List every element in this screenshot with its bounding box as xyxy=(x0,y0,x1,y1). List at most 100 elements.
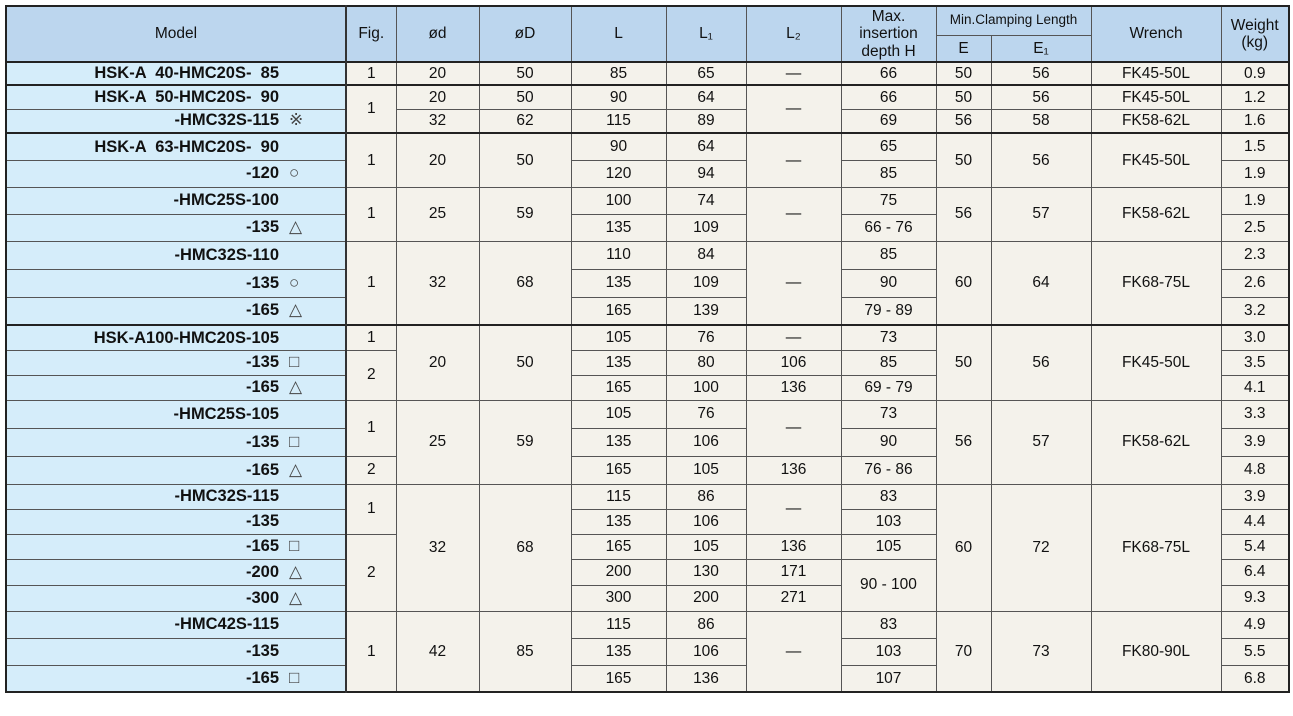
value-cell: 32 xyxy=(395,483,480,612)
value-cell: 59 xyxy=(478,399,572,485)
model-name: -165 xyxy=(245,668,279,687)
model-name: -135 xyxy=(245,218,279,237)
value-cell: 135 xyxy=(570,637,667,666)
value-cell: 76 - 86 xyxy=(840,455,937,485)
model-cell: -165 △ xyxy=(5,374,347,401)
value-cell: 56 xyxy=(990,132,1092,188)
table-row: HSK-A 50-HMC20S- 90 1 20 50 90 64—66 50 56 FK45-… xyxy=(5,84,1290,134)
value-cell: 59 xyxy=(478,186,572,242)
value-cell: 25 xyxy=(395,399,480,485)
value-cell: 103 xyxy=(840,637,937,666)
value-cell: 136 xyxy=(745,455,842,485)
model-name: HSK-A 40-HMC20S- 85 xyxy=(94,64,279,83)
model-cell: -HMC32S-115 xyxy=(5,483,347,510)
value-cell: 3.2 xyxy=(1220,296,1290,326)
model-name: -200 xyxy=(245,562,279,581)
value-cell: 32 xyxy=(395,240,480,326)
model-name: -HMC32S-115 xyxy=(174,111,279,130)
value-cell: 165 xyxy=(570,374,667,401)
value-cell: — xyxy=(745,324,842,351)
value-cell: 4.8 xyxy=(1220,455,1290,485)
value-cell: 200 xyxy=(665,584,747,612)
model-name: -HMC42S-115 xyxy=(174,615,279,634)
value-cell: 85 xyxy=(840,240,937,270)
value-cell: 6.4 xyxy=(1220,558,1290,586)
model-name: -165 xyxy=(245,537,279,556)
value-cell: 5.4 xyxy=(1220,533,1290,560)
model-name: -135 xyxy=(245,273,279,292)
value-cell: 100 xyxy=(665,374,747,401)
table-row: -135 □ 2 135 80 106 85 3.5 xyxy=(5,349,1290,401)
model-name: -165 xyxy=(245,460,279,479)
value-cell: 94 xyxy=(665,159,747,188)
value-cell: — xyxy=(745,186,842,242)
model-symbol-icon: △ xyxy=(289,561,303,581)
value-cell: 105 xyxy=(570,399,667,429)
value-cell: FK58-62L xyxy=(1090,399,1222,485)
value-cell: 89 xyxy=(665,108,747,134)
value-cell: 3.9 xyxy=(1220,483,1290,510)
value-cell: 50 xyxy=(935,132,992,188)
value-cell: 56 xyxy=(990,324,1092,401)
value-cell: 75 xyxy=(840,186,937,215)
value-cell: 66 xyxy=(840,84,937,110)
value-cell: — xyxy=(745,84,842,134)
model-cell: HSK-A 50-HMC20S- 90 xyxy=(5,84,347,110)
model-symbol-icon: △ xyxy=(289,459,303,479)
value-cell: FK58-62L xyxy=(1090,108,1222,134)
model-cell: -120 ○ xyxy=(5,159,347,188)
table-row: -HMC25S-105 1 25 59 105 76—73 56 57 FK58-62L 3.3 xyxy=(5,399,1290,485)
model-cell: -200 △ xyxy=(5,558,347,586)
value-cell: 70 xyxy=(935,610,992,693)
value-cell: 2.3 xyxy=(1220,240,1290,270)
value-cell: 106 xyxy=(665,427,747,457)
model-cell: -135 □ xyxy=(5,349,347,376)
value-cell: FK68-75L xyxy=(1090,240,1222,326)
model-cell: -135 △ xyxy=(5,213,347,242)
value-cell: 50 xyxy=(478,132,572,188)
value-cell: 1 xyxy=(345,483,397,535)
value-cell: 105 xyxy=(665,533,747,560)
value-cell: 83 xyxy=(840,610,937,639)
value-cell: — xyxy=(745,483,842,535)
value-cell: 5.5 xyxy=(1220,637,1290,666)
value-cell: 1 xyxy=(345,240,397,326)
value-cell: 25 xyxy=(395,186,480,242)
model-symbol-icon: △ xyxy=(289,377,303,397)
value-cell: 66 - 76 xyxy=(840,213,937,242)
value-cell: 165 xyxy=(570,455,667,485)
value-cell: 1 xyxy=(345,61,397,86)
value-cell: 2 xyxy=(345,349,397,401)
value-cell: 85 xyxy=(840,159,937,188)
value-cell: 300 xyxy=(570,584,667,612)
value-cell: FK80-90L xyxy=(1090,610,1222,693)
value-cell: 105 xyxy=(665,455,747,485)
value-cell: 90 xyxy=(570,84,667,110)
header-e: E xyxy=(935,34,992,63)
value-cell: 90 xyxy=(840,427,937,457)
value-cell: 58 xyxy=(990,108,1092,134)
value-cell: 1 xyxy=(345,610,397,693)
value-cell: 115 xyxy=(570,108,667,134)
value-cell: 106 xyxy=(665,637,747,666)
value-cell: 72 xyxy=(990,483,1092,612)
value-cell: 109 xyxy=(665,268,747,298)
value-cell: FK45-50L xyxy=(1090,324,1222,401)
value-cell: 2 xyxy=(345,455,397,485)
value-cell: 66 xyxy=(840,61,937,86)
value-cell: 1 xyxy=(345,132,397,188)
table-row: -120 ○ 120 94 85 1.9 xyxy=(5,159,1290,188)
value-cell: 65 xyxy=(840,132,937,161)
value-cell: 135 xyxy=(570,427,667,457)
table-row: -300 △ 300 200 271 9.3 xyxy=(5,584,1290,612)
model-cell: -HMC25S-100 xyxy=(5,186,347,215)
table-row: -200 △ 200 130 171 90 - 100 6.4 xyxy=(5,558,1290,612)
table-row: -135 135 106 103 5.5 xyxy=(5,637,1290,666)
model-cell: HSK-A 40-HMC20S- 85 xyxy=(5,61,347,86)
table-row: -165 △ 165 100 136 69 - 79 4.1 xyxy=(5,374,1290,401)
table-row: -165 △ 2 165 105 136 76 - 86 4.8 xyxy=(5,455,1290,485)
value-cell: 68 xyxy=(478,240,572,326)
value-cell: 20 xyxy=(395,84,480,110)
value-cell: 2.5 xyxy=(1220,213,1290,242)
value-cell: 65 xyxy=(665,61,747,86)
